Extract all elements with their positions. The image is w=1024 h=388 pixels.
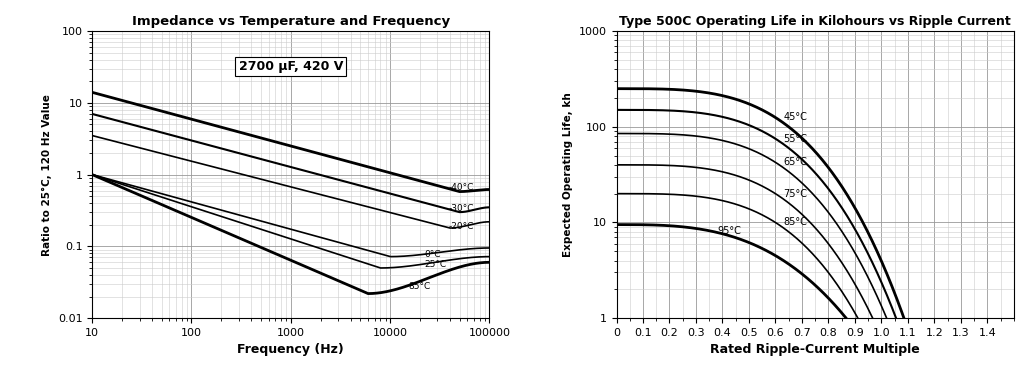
Text: -30°C: -30°C <box>449 204 474 213</box>
Text: 85°C: 85°C <box>783 217 807 227</box>
Y-axis label: Expected Operating Life, kh: Expected Operating Life, kh <box>563 92 573 257</box>
Text: 65°C: 65°C <box>783 157 807 167</box>
Text: 2700 μF, 420 V: 2700 μF, 420 V <box>239 60 343 73</box>
Y-axis label: Ratio to 25°C, 120 Hz Value: Ratio to 25°C, 120 Hz Value <box>42 94 52 256</box>
Text: 75°C: 75°C <box>783 189 807 199</box>
Text: 85°C: 85°C <box>409 282 431 291</box>
X-axis label: Frequency (Hz): Frequency (Hz) <box>238 343 344 357</box>
Text: 25°C: 25°C <box>424 260 446 269</box>
X-axis label: Rated Ripple-Current Multiple: Rated Ripple-Current Multiple <box>711 343 920 357</box>
Title: Impedance vs Temperature and Frequency: Impedance vs Temperature and Frequency <box>132 16 450 28</box>
Text: -20°C: -20°C <box>449 222 474 231</box>
Text: 95°C: 95°C <box>717 226 741 236</box>
Text: 55°C: 55°C <box>783 134 807 144</box>
Text: 45°C: 45°C <box>783 113 807 123</box>
Text: -40°C: -40°C <box>449 183 474 192</box>
Text: 0°C: 0°C <box>424 250 440 259</box>
Title: Type 500C Operating Life in Kilohours vs Ripple Current: Type 500C Operating Life in Kilohours vs… <box>620 16 1011 28</box>
